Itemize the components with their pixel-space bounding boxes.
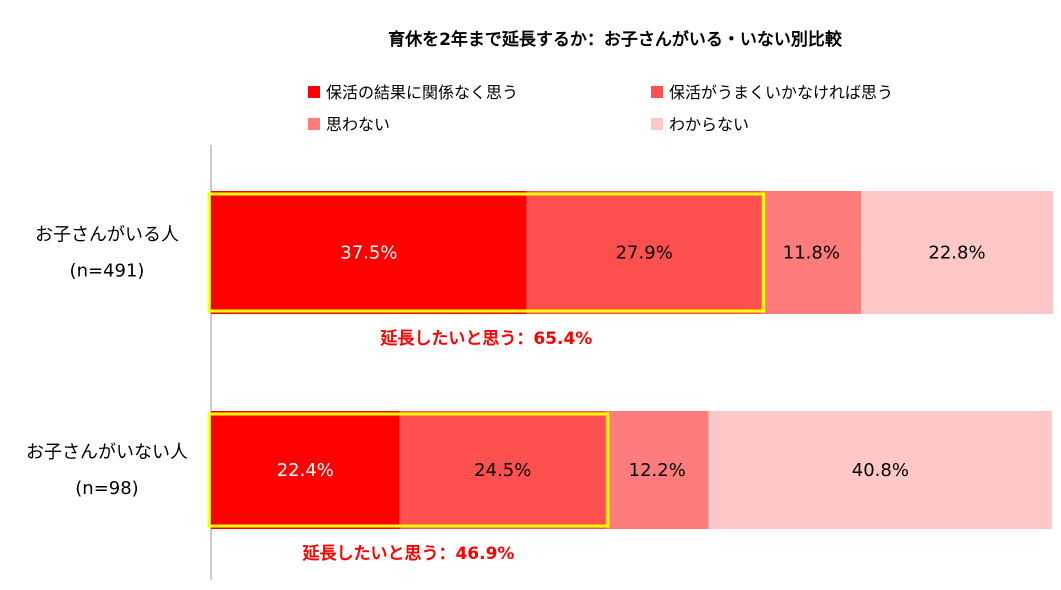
legend-label-1: 保活の結果に関係なく思う <box>326 83 518 102</box>
highlight-box-1 <box>207 192 766 313</box>
bars-group: 37.5% 27.9% 11.8% 22.8% 22.4% 24.5% 12.2% 40.8% <box>207 191 1053 529</box>
annotation-1: 延長したいと思う：65.4% <box>379 328 592 349</box>
data-label-2-1: 22.4% <box>277 460 334 481</box>
legend-swatch-1 <box>308 86 320 98</box>
category-label-2: お子さんがいない人 <box>26 442 188 463</box>
data-label-1-2: 27.9% <box>616 243 673 264</box>
bar-segment-1-3 <box>761 191 862 314</box>
bar-segment-2-2 <box>399 411 606 529</box>
legend-label-3: 思わない <box>326 115 390 134</box>
bar-segment-2-1 <box>211 411 400 529</box>
category-n-2: (n=98) <box>75 478 138 499</box>
legend-swatch-4 <box>651 118 663 130</box>
data-label-1-4: 22.8% <box>928 243 985 264</box>
highlight-box-2 <box>207 412 610 528</box>
category-n-1: (n=491) <box>70 261 145 282</box>
data-label-2-3: 12.2% <box>629 460 686 481</box>
annotations: 延長したいと思う：65.4% 延長したいと思う：46.9% <box>301 328 592 564</box>
legend-swatch-2 <box>651 86 663 98</box>
bar-segment-2-3 <box>605 411 709 529</box>
bar-segment-1-1 <box>211 191 527 314</box>
bar-segment-1-4 <box>861 191 1053 314</box>
legend-label-4: わからない <box>669 115 749 134</box>
legend-swatch-3 <box>308 118 320 130</box>
legend-label-2: 保活がうまくいかなければ思う <box>669 83 893 102</box>
bar-segment-1-2 <box>526 191 762 314</box>
chart-title: 育休を2年まで延長するか：お子さんがいる・いない別比較 <box>388 29 843 50</box>
data-label-2-2: 24.5% <box>474 460 531 481</box>
data-label-2-4: 40.8% <box>852 460 909 481</box>
data-label-1-1: 37.5% <box>340 243 397 264</box>
data-label-1-3: 11.8% <box>783 243 840 264</box>
bar-segment-2-4 <box>708 411 1053 529</box>
category-label-1: お子さんがいる人 <box>35 225 179 246</box>
annotation-2: 延長したいと思う：46.9% <box>301 543 514 564</box>
category-labels: お子さんがいる人 (n=491) お子さんがいない人 (n=98) <box>26 225 188 500</box>
